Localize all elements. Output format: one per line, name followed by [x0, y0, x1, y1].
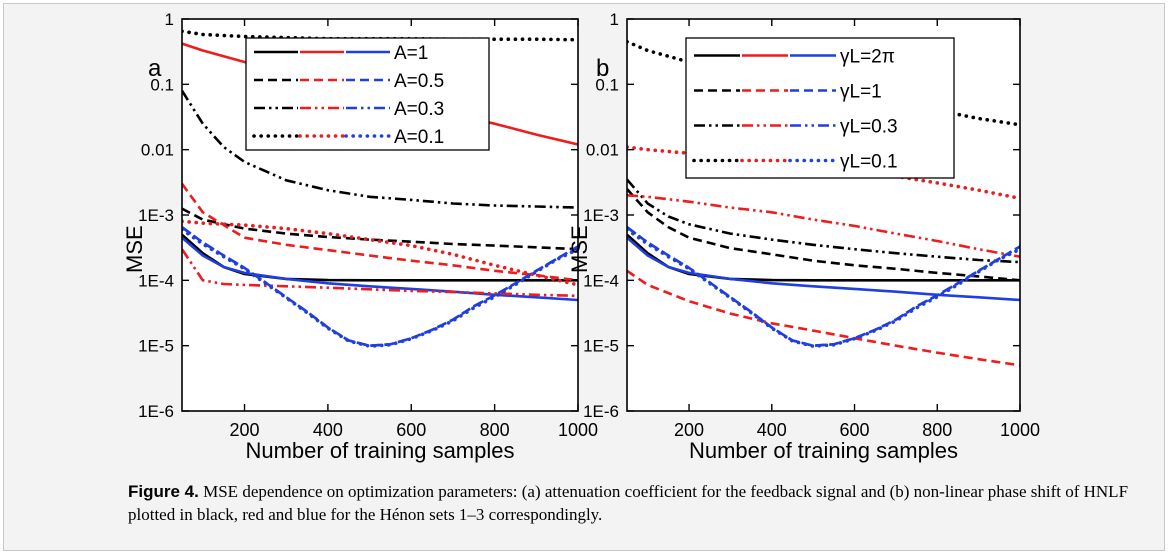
- legend-label: A=0.5: [394, 71, 444, 92]
- x-tick-label: 600: [840, 420, 870, 440]
- series-line-10: [182, 219, 578, 287]
- series-line-2: [627, 188, 1020, 282]
- legend-label: A=0.3: [394, 99, 444, 120]
- y-tick-label: 1E-5: [583, 337, 619, 356]
- series-line-9: [627, 145, 1020, 201]
- series-line-1: [627, 236, 1020, 302]
- y-axis-label: MSE: [567, 225, 592, 273]
- x-axis-label: Number of training samples: [689, 438, 958, 463]
- series-line-9: [182, 29, 578, 42]
- y-tick-label: 1: [610, 10, 619, 29]
- legend-label: γL=2π: [840, 47, 895, 68]
- legend-label: A=1: [394, 43, 428, 64]
- figure-caption: Figure 4. MSE dependence on optimization…: [128, 480, 1138, 526]
- legend-label: A=0.1: [394, 127, 444, 148]
- series-line-10: [627, 227, 1020, 349]
- series-line-7: [182, 248, 578, 298]
- y-tick-label: 1E-6: [138, 402, 174, 421]
- y-tick-label: 0.1: [595, 75, 619, 94]
- charts-area: 1 0.1 0.01 1E-3 1E-4 1E-5 1E-6 200 400 600 800 1000…: [122, 10, 1040, 463]
- x-tick-label: 600: [396, 420, 426, 440]
- series-line-2: [182, 236, 578, 302]
- y-tick-label: 1E-4: [138, 271, 174, 290]
- legend-box: [685, 37, 955, 179]
- y-tick-label: 1: [165, 10, 174, 29]
- y-tick-label: 1E-5: [138, 337, 174, 356]
- y-tick-label: 1E-6: [583, 402, 619, 421]
- chart-panel-b: 1 0.1 0.01 1E-3 1E-4 1E-5 1E-6 200 400 600 800 1000…: [567, 10, 1040, 463]
- series-line-3: [627, 269, 1020, 367]
- caption-text: MSE dependence on optimization parameter…: [128, 482, 1129, 524]
- x-axis-label: Number of training samples: [245, 438, 514, 463]
- y-tick-label: 0.01: [141, 141, 174, 160]
- y-axis-label: MSE: [122, 225, 147, 273]
- legend-box: [245, 37, 490, 151]
- series-line-3: [182, 207, 578, 251]
- x-tick-label: 1000: [558, 420, 598, 440]
- y-tick-label: 1E-3: [583, 206, 619, 225]
- series-line-4: [182, 183, 578, 282]
- y-tick-label: 1E-3: [138, 206, 174, 225]
- series-group: [182, 29, 578, 349]
- series-line-5: [627, 178, 1020, 264]
- x-tick-label: 400: [757, 420, 787, 440]
- x-tick-label: 200: [230, 420, 260, 440]
- legend-label: γL=1: [840, 82, 882, 103]
- chart-panel-a: 1 0.1 0.01 1E-3 1E-4 1E-5 1E-6 200 400 600 800 1000…: [122, 10, 598, 463]
- series-line-6: [182, 90, 578, 209]
- x-tick-label: 800: [922, 420, 952, 440]
- x-tick-label: 1000: [1000, 420, 1040, 440]
- y-tick-label: 0.1: [150, 75, 174, 94]
- y-tick-label: 0.01: [586, 141, 619, 160]
- x-tick-label: 400: [313, 420, 343, 440]
- y-tick-label: 1E-4: [583, 271, 619, 290]
- panel-label: a: [148, 55, 162, 82]
- x-tick-label: 200: [674, 420, 704, 440]
- panel-label: b: [596, 55, 609, 82]
- legend-label: γL=0.1: [840, 152, 898, 173]
- x-tick-label: 800: [480, 420, 510, 440]
- legend-label: γL=0.3: [840, 117, 898, 138]
- caption-label: Figure 4.: [128, 482, 199, 501]
- legend: A=1 A=0.5 A=0.3 A=0.1: [245, 37, 490, 151]
- legend: γL=2π γL=1 γL=0.3 γL=0.1: [685, 37, 955, 179]
- series-line-11: [182, 227, 578, 349]
